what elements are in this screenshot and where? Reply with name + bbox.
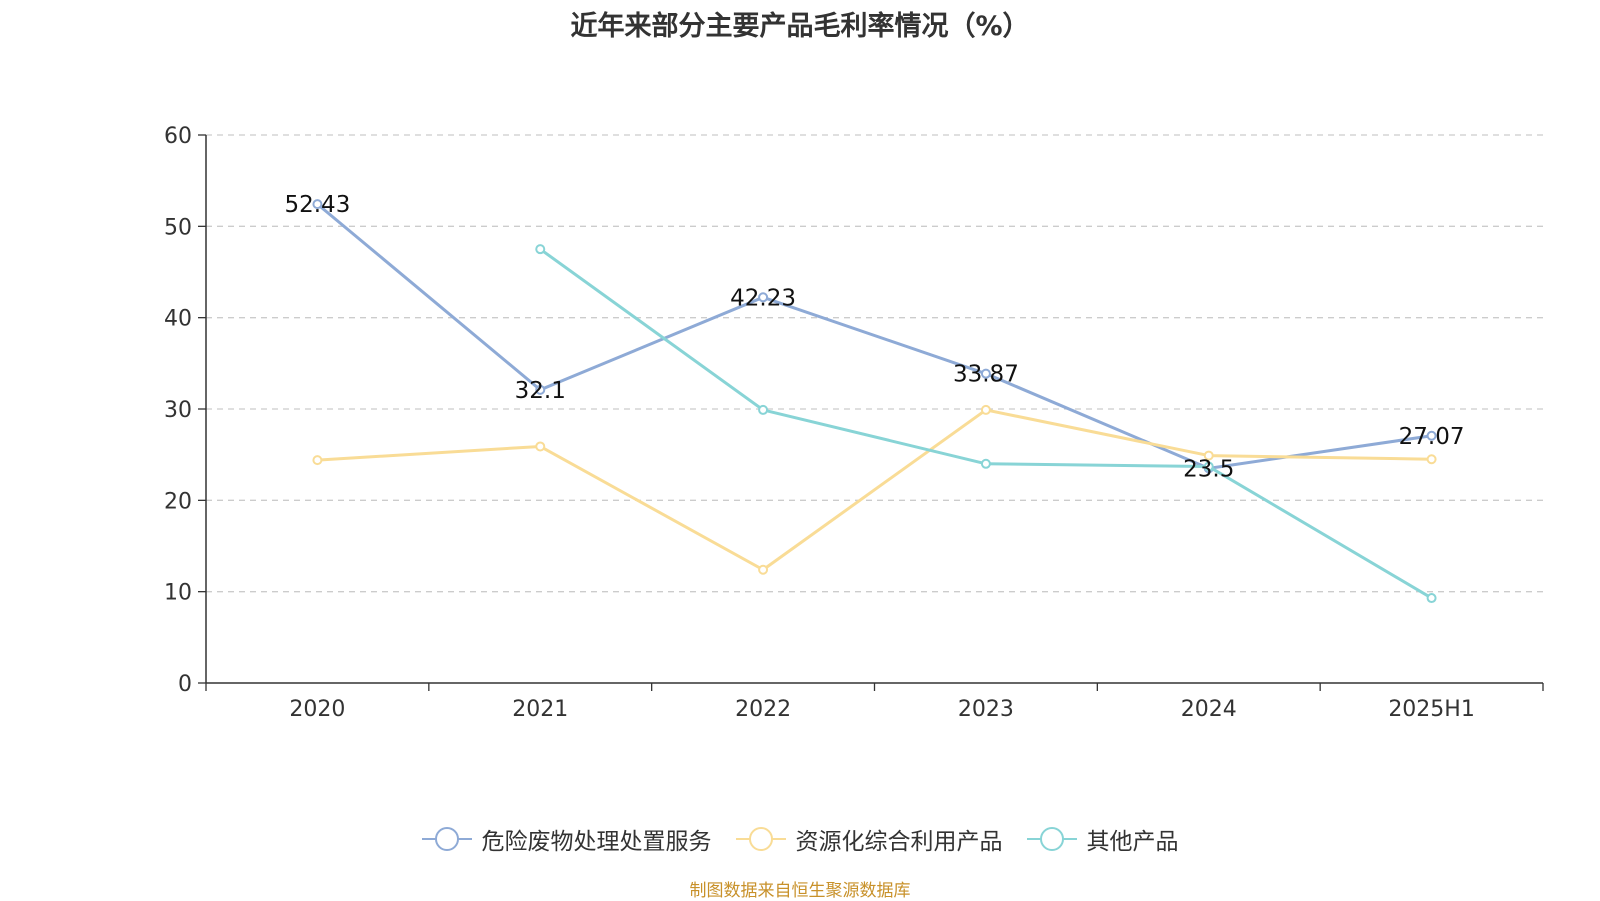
legend-label: 资源化综合利用产品 (795, 829, 1003, 855)
data-label: 23.5 (1183, 456, 1234, 482)
data-point (1426, 454, 1437, 465)
series-line-0 (316, 202, 1432, 470)
data-label: 27.07 (1399, 424, 1465, 450)
series-line-1 (317, 408, 1432, 572)
chart-title: 近年来部分主要产品毛利率情况（%） (570, 11, 1030, 42)
data-label: 42.23 (730, 285, 796, 311)
data-point (980, 458, 991, 469)
x-tick-label: 2020 (289, 697, 345, 722)
data-point (758, 404, 769, 415)
x-tick-label: 2022 (735, 697, 791, 722)
y-tick-label: 0 (178, 672, 192, 697)
series-line-2 (539, 247, 1433, 600)
x-tick-label: 2023 (958, 697, 1014, 722)
data-point (312, 455, 323, 466)
x-tick-label: 2025H1 (1388, 697, 1475, 722)
legend: 危险废物处理处置服务 资源化综合利用产品 其他产品 (0, 822, 1600, 856)
legend-label: 其他产品 (1086, 829, 1179, 855)
data-point (1426, 430, 1437, 441)
legend-marker-icon (735, 825, 786, 853)
legend-marker-icon (1026, 825, 1077, 853)
data-label: 33.87 (953, 362, 1019, 388)
x-tick-label: 2021 (512, 697, 568, 722)
y-tick-label: 10 (164, 581, 192, 606)
data-point (980, 404, 991, 415)
legend-item-1[interactable]: 资源化综合利用产品 (735, 822, 1003, 856)
data-point (980, 368, 991, 379)
y-tick-label: 40 (164, 307, 192, 332)
source-note: 制图数据来自恒生聚源数据库 (689, 881, 911, 901)
data-label: 52.43 (284, 192, 350, 218)
legend-marker-icon (421, 825, 472, 853)
y-tick-label: 60 (164, 124, 192, 149)
data-point (535, 441, 546, 452)
data-labels: 52.43 32.1 42.23 33.87 23.5 27.07 (284, 192, 1464, 482)
data-point (535, 384, 546, 395)
grid-lines (206, 134, 1543, 593)
y-tick-label: 20 (164, 489, 192, 514)
legend-label: 危险废物处理处置服务 (481, 829, 712, 855)
y-tick-label: 50 (164, 215, 192, 240)
y-tick-label: 30 (164, 398, 192, 423)
legend-item-0[interactable]: 危险废物处理处置服务 (421, 822, 712, 856)
data-point (1203, 461, 1214, 472)
data-point (758, 564, 769, 575)
legend-item-2[interactable]: 其他产品 (1026, 822, 1179, 856)
data-point (758, 292, 769, 303)
data-point (1203, 450, 1214, 461)
axes: 0 10 20 30 40 50 60 2020 2021 2022 2023 2024 2025H1 (164, 124, 1544, 722)
x-tick-label: 2024 (1181, 697, 1237, 722)
data-point (535, 244, 546, 255)
data-point (312, 199, 323, 210)
data-label: 32.1 (515, 378, 566, 404)
data-point (1426, 593, 1437, 604)
series-lines (312, 199, 1437, 604)
